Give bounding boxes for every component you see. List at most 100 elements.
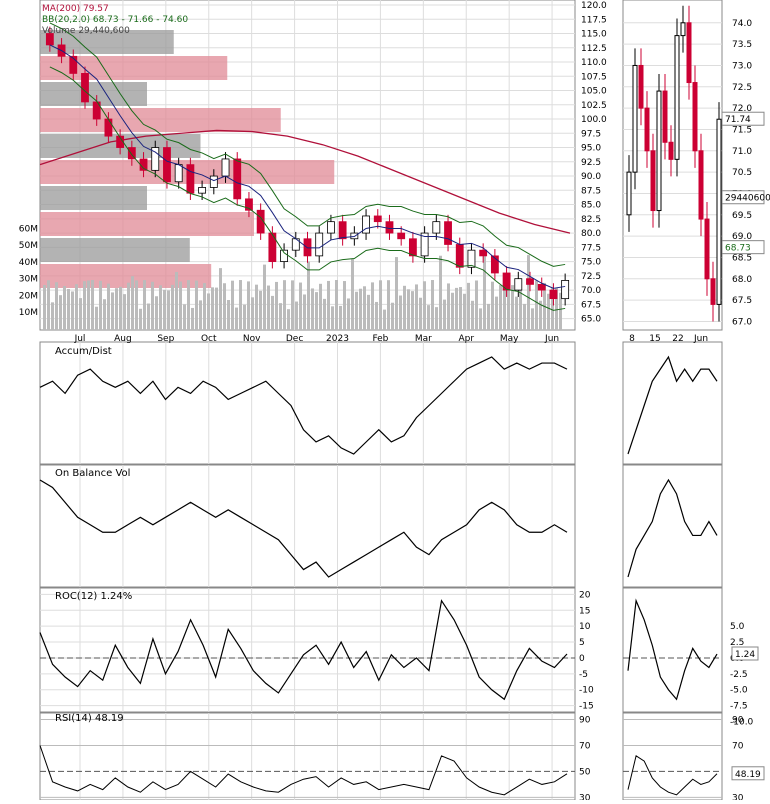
volume-bar [487,303,490,330]
inset-candle-body [680,22,686,37]
x-tick-label: Apr [458,334,474,344]
volume-bar [551,287,554,330]
volume-bar [403,285,406,330]
candle-body [221,158,230,177]
rsi-inset-line [627,755,718,796]
y-tick-label: 87.5 [581,186,601,196]
inset-candle-body [668,141,674,160]
volume-bar [283,280,286,330]
candle-body [502,272,511,291]
volume-bar [99,280,102,330]
roc-tick-label: 10 [579,622,591,632]
volume-tick-label: 60M [19,225,38,235]
candle-body [163,147,171,183]
volume-bar [323,298,326,330]
y-tick-label: 112.5 [581,44,607,54]
volume-bar [343,281,346,330]
volume-bar [47,280,50,330]
volume-bar [187,280,190,330]
rsi-inset-tick-label: 30 [732,793,744,800]
panel-frame-main [39,341,576,465]
volume-bar [267,285,270,330]
volume-bar [119,286,122,330]
roc-tick-label: -10 [579,686,594,696]
inset-candle-body [650,150,656,212]
volume-bar [479,308,482,330]
rsi-tick-label: 70 [579,741,591,751]
volume-bar [379,280,382,330]
y-tick-label: 100.0 [581,115,607,125]
roc-inset-tick-label: -5.0 [730,686,748,696]
volume-bar [547,293,550,330]
volume-bar [435,307,438,330]
volume-bar [75,284,78,330]
volume-tick-label: 10M [19,308,38,318]
inset-candle-body [692,82,698,152]
volume-bar [87,280,90,330]
ma200-legend: MA(200) 79.57 [42,4,109,14]
rsi-tick-label: 90 [579,715,591,725]
volume-legend: Volume 29,440,600 [42,26,130,36]
y-tick-label: 80.0 [581,229,601,239]
x-tick-label: Jul [74,334,86,344]
volume-bar [171,284,174,330]
volume-bar [503,290,506,330]
volume-bar [51,302,54,330]
volume-bar [415,284,418,330]
roc-tick-label: 15 [579,606,590,616]
candle-body [561,279,570,300]
volume-bar [183,304,186,330]
volume-bar [231,280,234,330]
volume-bar [263,264,266,330]
volume-bar [419,297,422,330]
obv-line [39,479,568,578]
volume-bar [515,296,518,330]
inset-candle-body [686,22,692,84]
roc-tick-label: 0 [579,654,585,664]
volume-bar [303,294,306,330]
inset-x-tick-label: 22 [672,334,683,344]
candle-body [420,232,429,257]
volume-bar [427,305,430,330]
price-legend: MA(200) 79.57 BB(20,2.0) 68.73 - 71.66 -… [42,4,188,36]
x-tick-label: Feb [372,334,388,344]
y-tick-label: 85.0 [581,201,601,211]
roc-title: ROC(12) 1.24% [55,591,132,602]
rsi-tick-label: 30 [579,793,591,800]
y-tick-label: 70.0 [581,286,601,296]
inset-candle-body [710,278,716,305]
panel-frame-main [39,464,576,588]
last-value-label: 68.73 [725,244,751,254]
bb-upper-line [49,22,566,267]
candle-body [338,221,347,240]
inset-y-tick-label: 74.0 [732,19,752,29]
volume-bar [107,283,110,330]
roc-tick-label: -5 [579,670,588,680]
rsi-tick-label: 50 [579,767,591,777]
ma200-line [39,129,571,234]
volume-bar [451,292,454,330]
volume-bar [115,288,118,330]
volume-bar [331,306,334,330]
volume-bar [147,303,150,330]
volume-profile-bar [40,238,190,262]
roc-tick-label: 20 [579,590,591,600]
candle-body [174,164,183,183]
volume-bar [151,281,154,330]
volume-bar [559,292,562,330]
candle-body [385,221,394,234]
volume-bar [179,281,182,330]
roc-inset-line [627,598,718,701]
volume-bar [59,295,62,330]
volume-bar [463,293,466,330]
roc-inset-tick-label: -10.0 [730,718,754,728]
inset-y-tick-label: 67.0 [732,317,752,327]
inset-y-tick-label: 68.0 [732,275,752,285]
volume-tick-label: 50M [19,241,38,251]
volume-bar [191,307,194,330]
volume-bar [319,283,322,330]
volume-bar [531,308,534,330]
candle-body [490,255,499,274]
volume-bar [335,280,338,330]
volume-bar [443,299,446,330]
